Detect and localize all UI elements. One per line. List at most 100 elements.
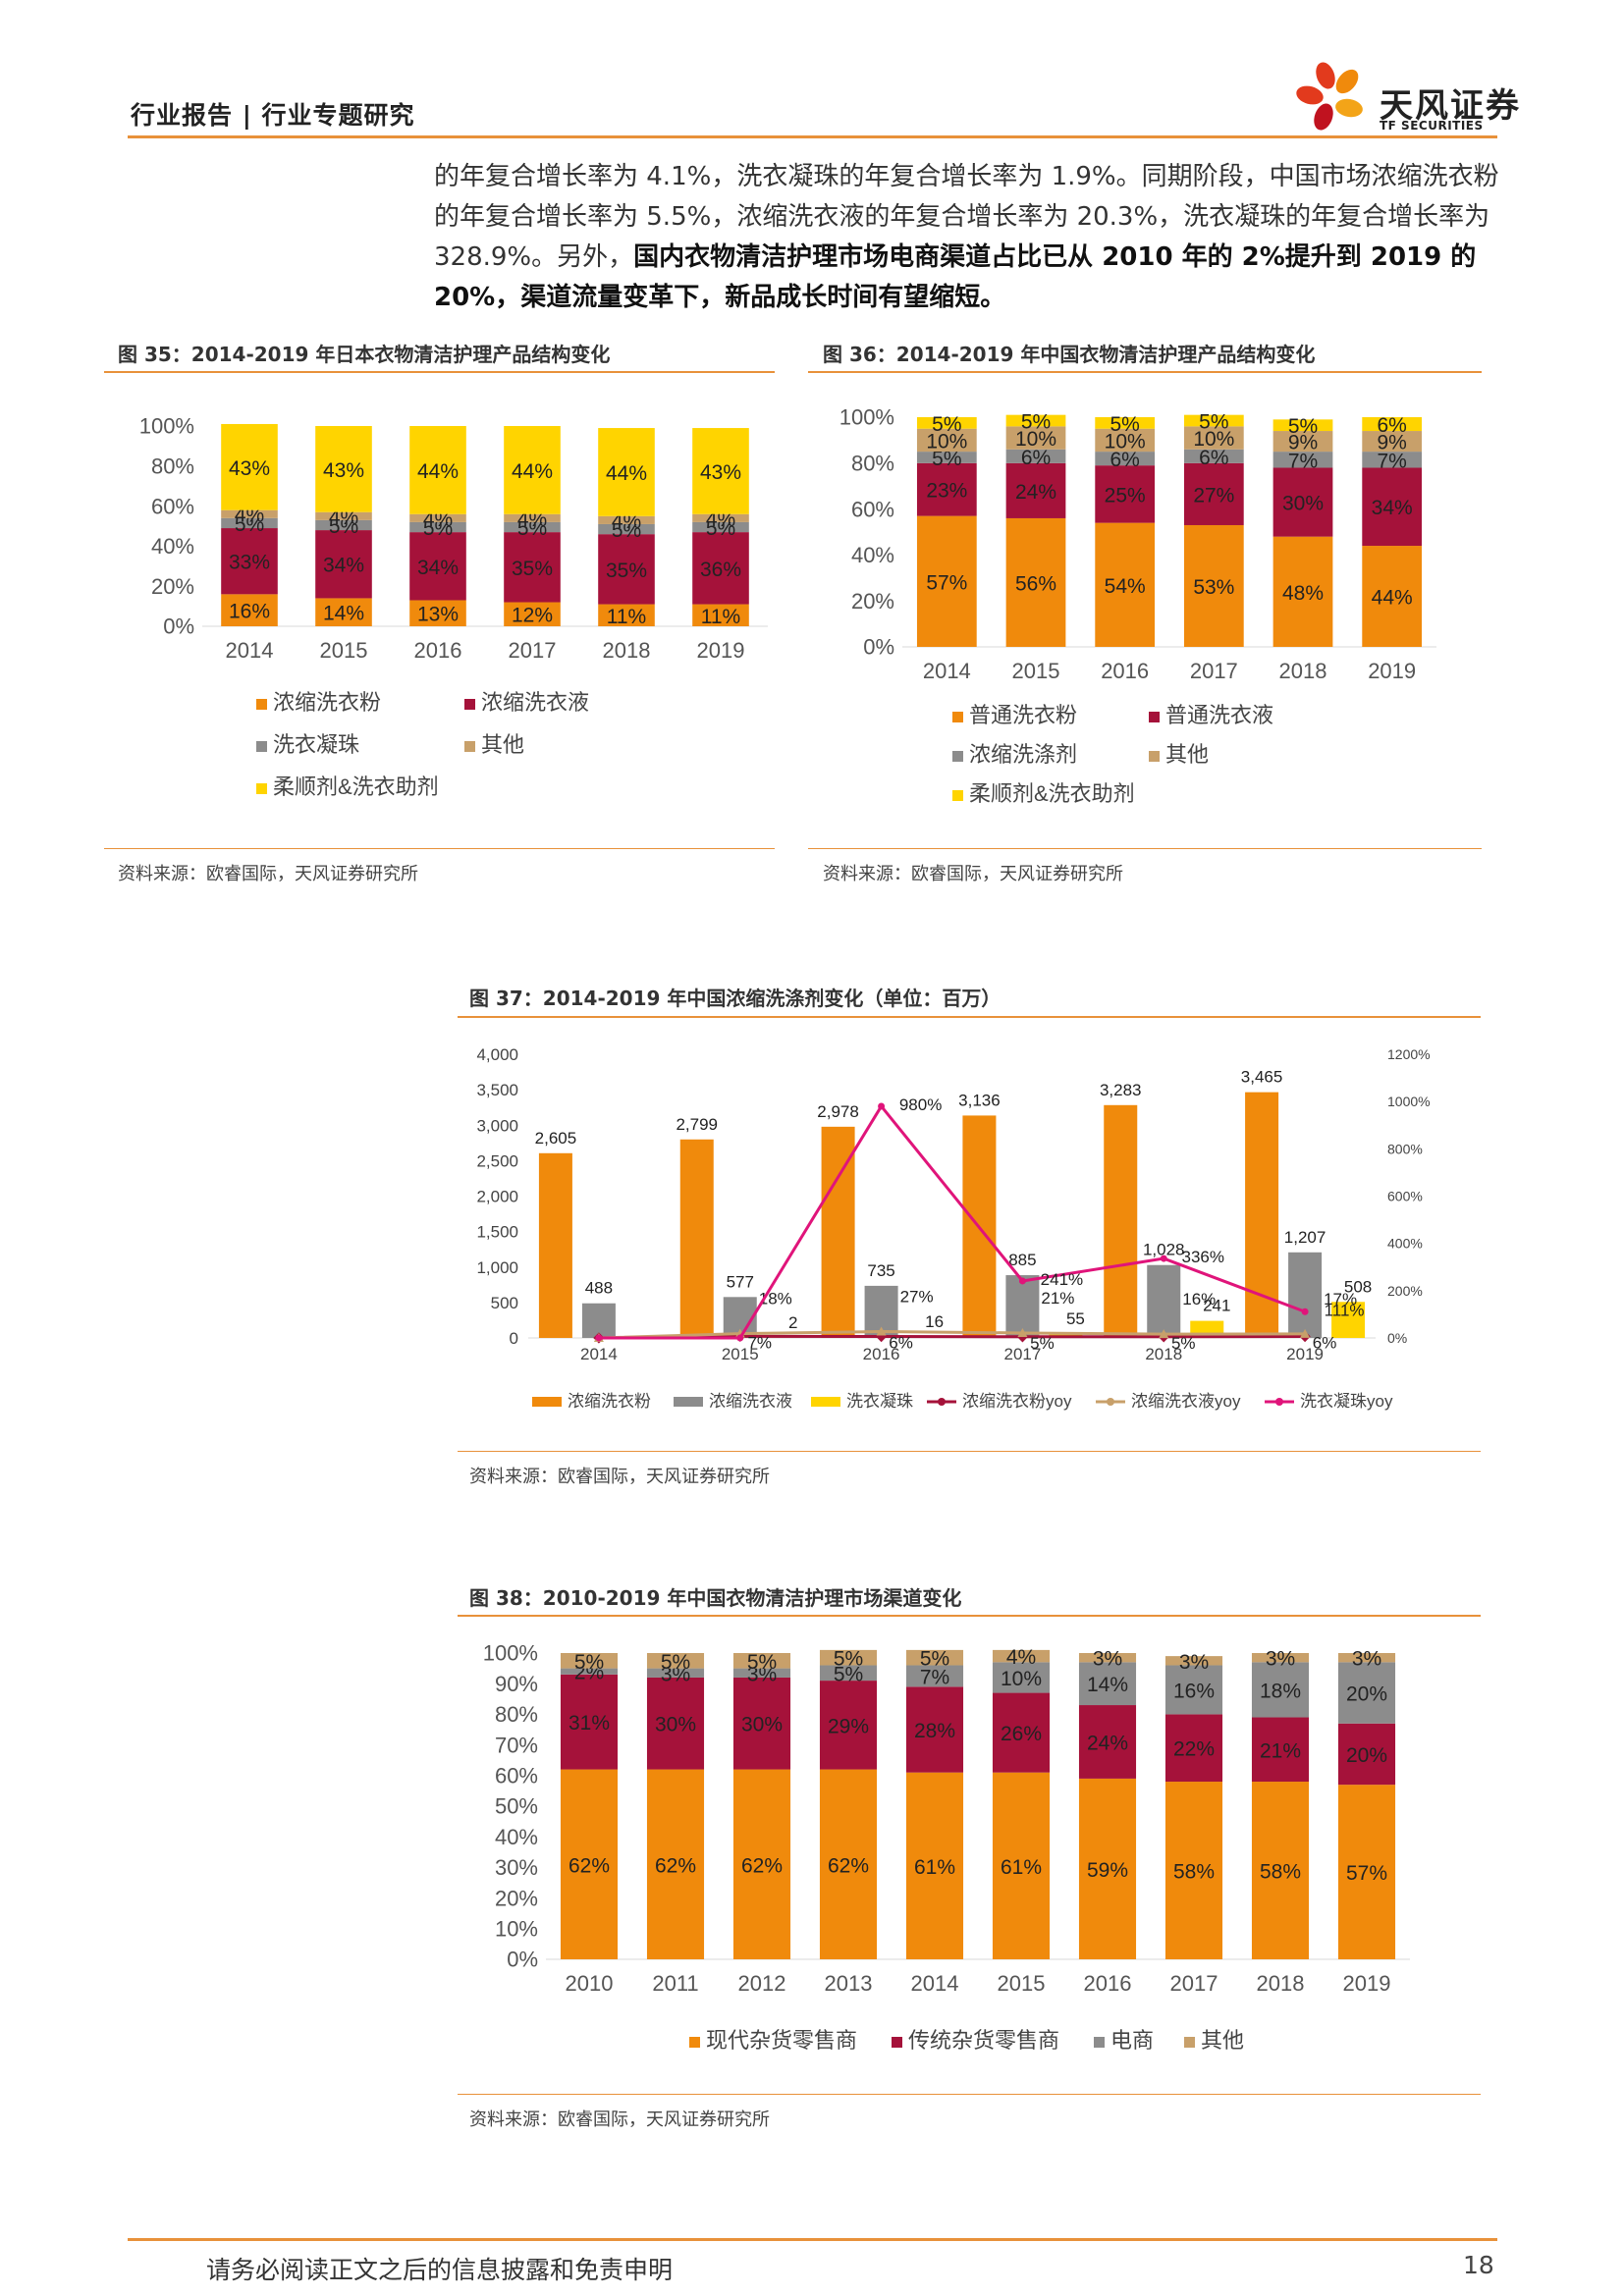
data-label: 24%: [1087, 1732, 1128, 1754]
flower-icon: [1296, 62, 1363, 131]
data-label: 3%: [747, 1663, 777, 1685]
x-tick-label: 2014: [923, 659, 971, 683]
data-label: 23%: [926, 480, 967, 503]
legend-label: 洗衣凝珠: [273, 732, 359, 757]
legend-label: 电商: [1110, 2028, 1154, 2053]
data-label: 59%: [1087, 1859, 1128, 1882]
x-tick-label: 2017: [1004, 1345, 1042, 1363]
data-label: 6%: [1021, 447, 1051, 469]
data-label: 43%: [700, 461, 741, 484]
fig35-bottom-line: [104, 848, 775, 849]
bar-segment: [916, 462, 977, 516]
bar-segment: [504, 426, 561, 514]
data-label: 30%: [1282, 493, 1324, 515]
legend-label: 其他: [1165, 742, 1209, 767]
data-label: 10%: [1193, 428, 1234, 451]
x-tick-label: 2018: [1145, 1345, 1182, 1363]
data-label: 61%: [1001, 1856, 1042, 1879]
paragraph-bold: 国内衣物清洁护理市场电商渠道占比已从 2010 年的 2%提升到 2019 的 …: [434, 242, 1477, 312]
bar-segment: [409, 513, 466, 522]
bar: [1005, 1275, 1040, 1338]
bar-segment: [1095, 522, 1156, 647]
y-tick-label: 3,500: [476, 1081, 518, 1099]
bar-segment: [315, 519, 372, 531]
bar-segment: [905, 1649, 964, 1666]
bar-data-label: 1,028: [1143, 1241, 1185, 1259]
bar-segment: [504, 521, 561, 533]
legend-swatch: [689, 2037, 700, 2048]
bar-segment: [1362, 467, 1423, 547]
data-label: 28%: [914, 1720, 955, 1742]
legend-swatch: [811, 1397, 840, 1407]
fig35-source: 资料来源：欧睿国际，天风证券研究所: [118, 864, 418, 884]
data-label: 33%: [229, 552, 270, 574]
y-tick-label: 0%: [163, 614, 194, 639]
data-label: 35%: [512, 558, 553, 580]
bar-segment: [1005, 462, 1066, 518]
bar-segment: [1337, 1653, 1396, 1663]
data-label: 57%: [1346, 1862, 1387, 1885]
bar-segment: [1183, 524, 1244, 647]
bar-segment: [504, 513, 561, 522]
bar-segment: [221, 423, 278, 510]
data-label: 30%: [655, 1714, 696, 1736]
bar-data-label: 241: [1203, 1297, 1230, 1315]
data-label: 34%: [323, 555, 364, 577]
bar-segment: [1095, 428, 1156, 453]
bar-segment: [732, 1677, 791, 1770]
legend-swatch: [256, 741, 267, 752]
data-label: 27%: [1193, 484, 1234, 507]
bar-segment: [1078, 1705, 1137, 1779]
bar-segment: [1005, 414, 1066, 427]
x-tick-label: 2015: [998, 1971, 1046, 1996]
x-tick-label: 2014: [226, 638, 274, 663]
data-label: 62%: [741, 1854, 783, 1877]
bar-segment: [1078, 1662, 1137, 1706]
data-label: 5%: [706, 517, 735, 540]
data-label: 16%: [229, 601, 270, 623]
bar-segment: [1251, 1717, 1310, 1783]
legend-label: 传统杂货零售商: [908, 2028, 1059, 2053]
bar-segment: [905, 1665, 964, 1687]
bar-data-label: 735: [867, 1261, 894, 1280]
bar-segment: [1362, 417, 1423, 432]
y-tick-label: 100%: [483, 1641, 538, 1666]
bar-segment: [1272, 419, 1333, 432]
legend-marker: [1107, 1398, 1114, 1406]
bar-segment: [992, 1649, 1051, 1663]
x-tick-label: 2013: [825, 1971, 873, 1996]
line-marker: [876, 1326, 887, 1336]
data-label: 31%: [568, 1712, 610, 1735]
x-tick-label: 2019: [697, 638, 745, 663]
bar-segment: [819, 1769, 878, 1959]
bar-segment: [1095, 417, 1156, 429]
fig38-top-line: [458, 1615, 1481, 1617]
bar-segment: [992, 1772, 1051, 1959]
y-tick-label: 50%: [495, 1794, 538, 1819]
bar-segment: [1362, 431, 1423, 453]
bar-segment: [819, 1649, 878, 1666]
legend-swatch: [952, 751, 963, 762]
legend-marker: [938, 1398, 946, 1406]
data-label: 53%: [1193, 576, 1234, 599]
y-tick-label: 20%: [495, 1886, 538, 1910]
data-label: 58%: [1173, 1861, 1215, 1884]
legend-swatch: [1184, 2037, 1195, 2048]
legend-label: 柔顺剂&洗衣助剂: [273, 774, 439, 799]
y-tick-label: 40%: [151, 534, 194, 559]
bar-segment: [1005, 449, 1066, 463]
fig35-top-line: [104, 371, 775, 373]
bar-segment: [1164, 1714, 1223, 1783]
bar-segment: [1337, 1662, 1396, 1724]
data-label: 7%: [920, 1666, 949, 1688]
legend-marker: [1275, 1398, 1283, 1406]
data-label: 13%: [417, 604, 459, 626]
bar-segment: [1183, 462, 1244, 525]
fig37-bottom-line: [458, 1451, 1481, 1452]
data-label: 34%: [1372, 497, 1413, 519]
bar-segment: [315, 598, 372, 626]
bar-segment: [646, 1653, 705, 1669]
data-label: 3%: [1093, 1648, 1122, 1671]
data-label: 5%: [932, 448, 961, 470]
legend-swatch: [1149, 712, 1160, 722]
